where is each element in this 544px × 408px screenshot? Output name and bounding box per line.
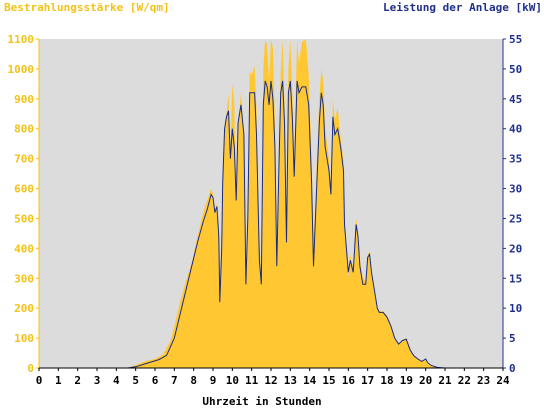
left-axis-ticks: 0 100 200 300 400 500 600 700 800 900 1000 1100 xyxy=(8,33,39,375)
x-tick-label: 6 xyxy=(152,374,159,387)
left-tick-label: 100 xyxy=(14,332,34,345)
left-tick-label: 600 xyxy=(14,183,34,196)
right-tick-label: 5 xyxy=(509,332,516,345)
left-tick-label: 0 xyxy=(27,362,34,375)
x-tick-label: 21 xyxy=(438,374,452,387)
x-tick-label: 8 xyxy=(190,374,197,387)
left-tick-label: 1000 xyxy=(8,63,35,76)
right-tick-label: 25 xyxy=(509,212,522,225)
x-tick-label: 13 xyxy=(284,374,297,387)
right-tick-label: 20 xyxy=(509,242,522,255)
left-tick-label: 1100 xyxy=(8,33,35,46)
right-tick-label: 55 xyxy=(509,33,522,46)
x-tick-label: 0 xyxy=(36,374,43,387)
left-tick-label: 300 xyxy=(14,272,34,285)
right-tick-label: 10 xyxy=(509,302,522,315)
left-tick-label: 800 xyxy=(14,123,34,136)
x-tick-label: 12 xyxy=(264,374,277,387)
x-tick-label: 1 xyxy=(55,374,62,387)
x-tick-label: 16 xyxy=(342,374,356,387)
x-tick-label: 18 xyxy=(380,374,393,387)
right-tick-label: 40 xyxy=(509,123,522,136)
x-tick-label: 15 xyxy=(322,374,335,387)
right-axis-ticks: 0 5 10 15 20 25 30 35 40 45 50 55 xyxy=(503,33,522,375)
left-tick-label: 700 xyxy=(14,153,34,166)
x-tick-label: 11 xyxy=(245,374,259,387)
x-tick-label: 5 xyxy=(132,374,139,387)
irradiance-area-series xyxy=(39,39,503,368)
x-tick-label: 24 xyxy=(496,374,510,387)
x-tick-label: 22 xyxy=(458,374,471,387)
power-line-series xyxy=(39,80,503,369)
x-tick-label: 20 xyxy=(419,374,432,387)
x-tick-label: 23 xyxy=(477,374,490,387)
x-tick-label: 14 xyxy=(303,374,317,387)
x-tick-label: 19 xyxy=(400,374,413,387)
x-tick-label: 2 xyxy=(74,374,81,387)
right-axis-title: Leistung der Anlage [kW] xyxy=(383,1,542,14)
x-tick-label: 10 xyxy=(226,374,239,387)
x-tick-label: 4 xyxy=(113,374,120,387)
left-axis-title: Bestrahlungsstärke [W/qm] xyxy=(4,1,170,14)
x-axis-title: Uhrzeit in Stunden xyxy=(202,395,321,408)
right-tick-label: 35 xyxy=(509,153,522,166)
x-axis-ticks: 0 1 2 3 4 5 6 7 8 9 10 11 12 13 14 15 16 17 18 19 20 21 22 23 24 xyxy=(36,368,510,387)
x-tick-label: 9 xyxy=(210,374,217,387)
x-tick-label: 17 xyxy=(361,374,374,387)
right-tick-label: 30 xyxy=(509,183,522,196)
right-tick-label: 0 xyxy=(509,362,516,375)
left-tick-label: 900 xyxy=(14,93,34,106)
left-tick-label: 500 xyxy=(14,212,34,225)
x-tick-label: 7 xyxy=(171,374,178,387)
left-tick-label: 400 xyxy=(14,242,34,255)
right-tick-label: 15 xyxy=(509,272,522,285)
x-tick-label: 3 xyxy=(94,374,101,387)
left-tick-label: 200 xyxy=(14,302,34,315)
right-tick-label: 50 xyxy=(509,63,522,76)
right-tick-label: 45 xyxy=(509,93,522,106)
